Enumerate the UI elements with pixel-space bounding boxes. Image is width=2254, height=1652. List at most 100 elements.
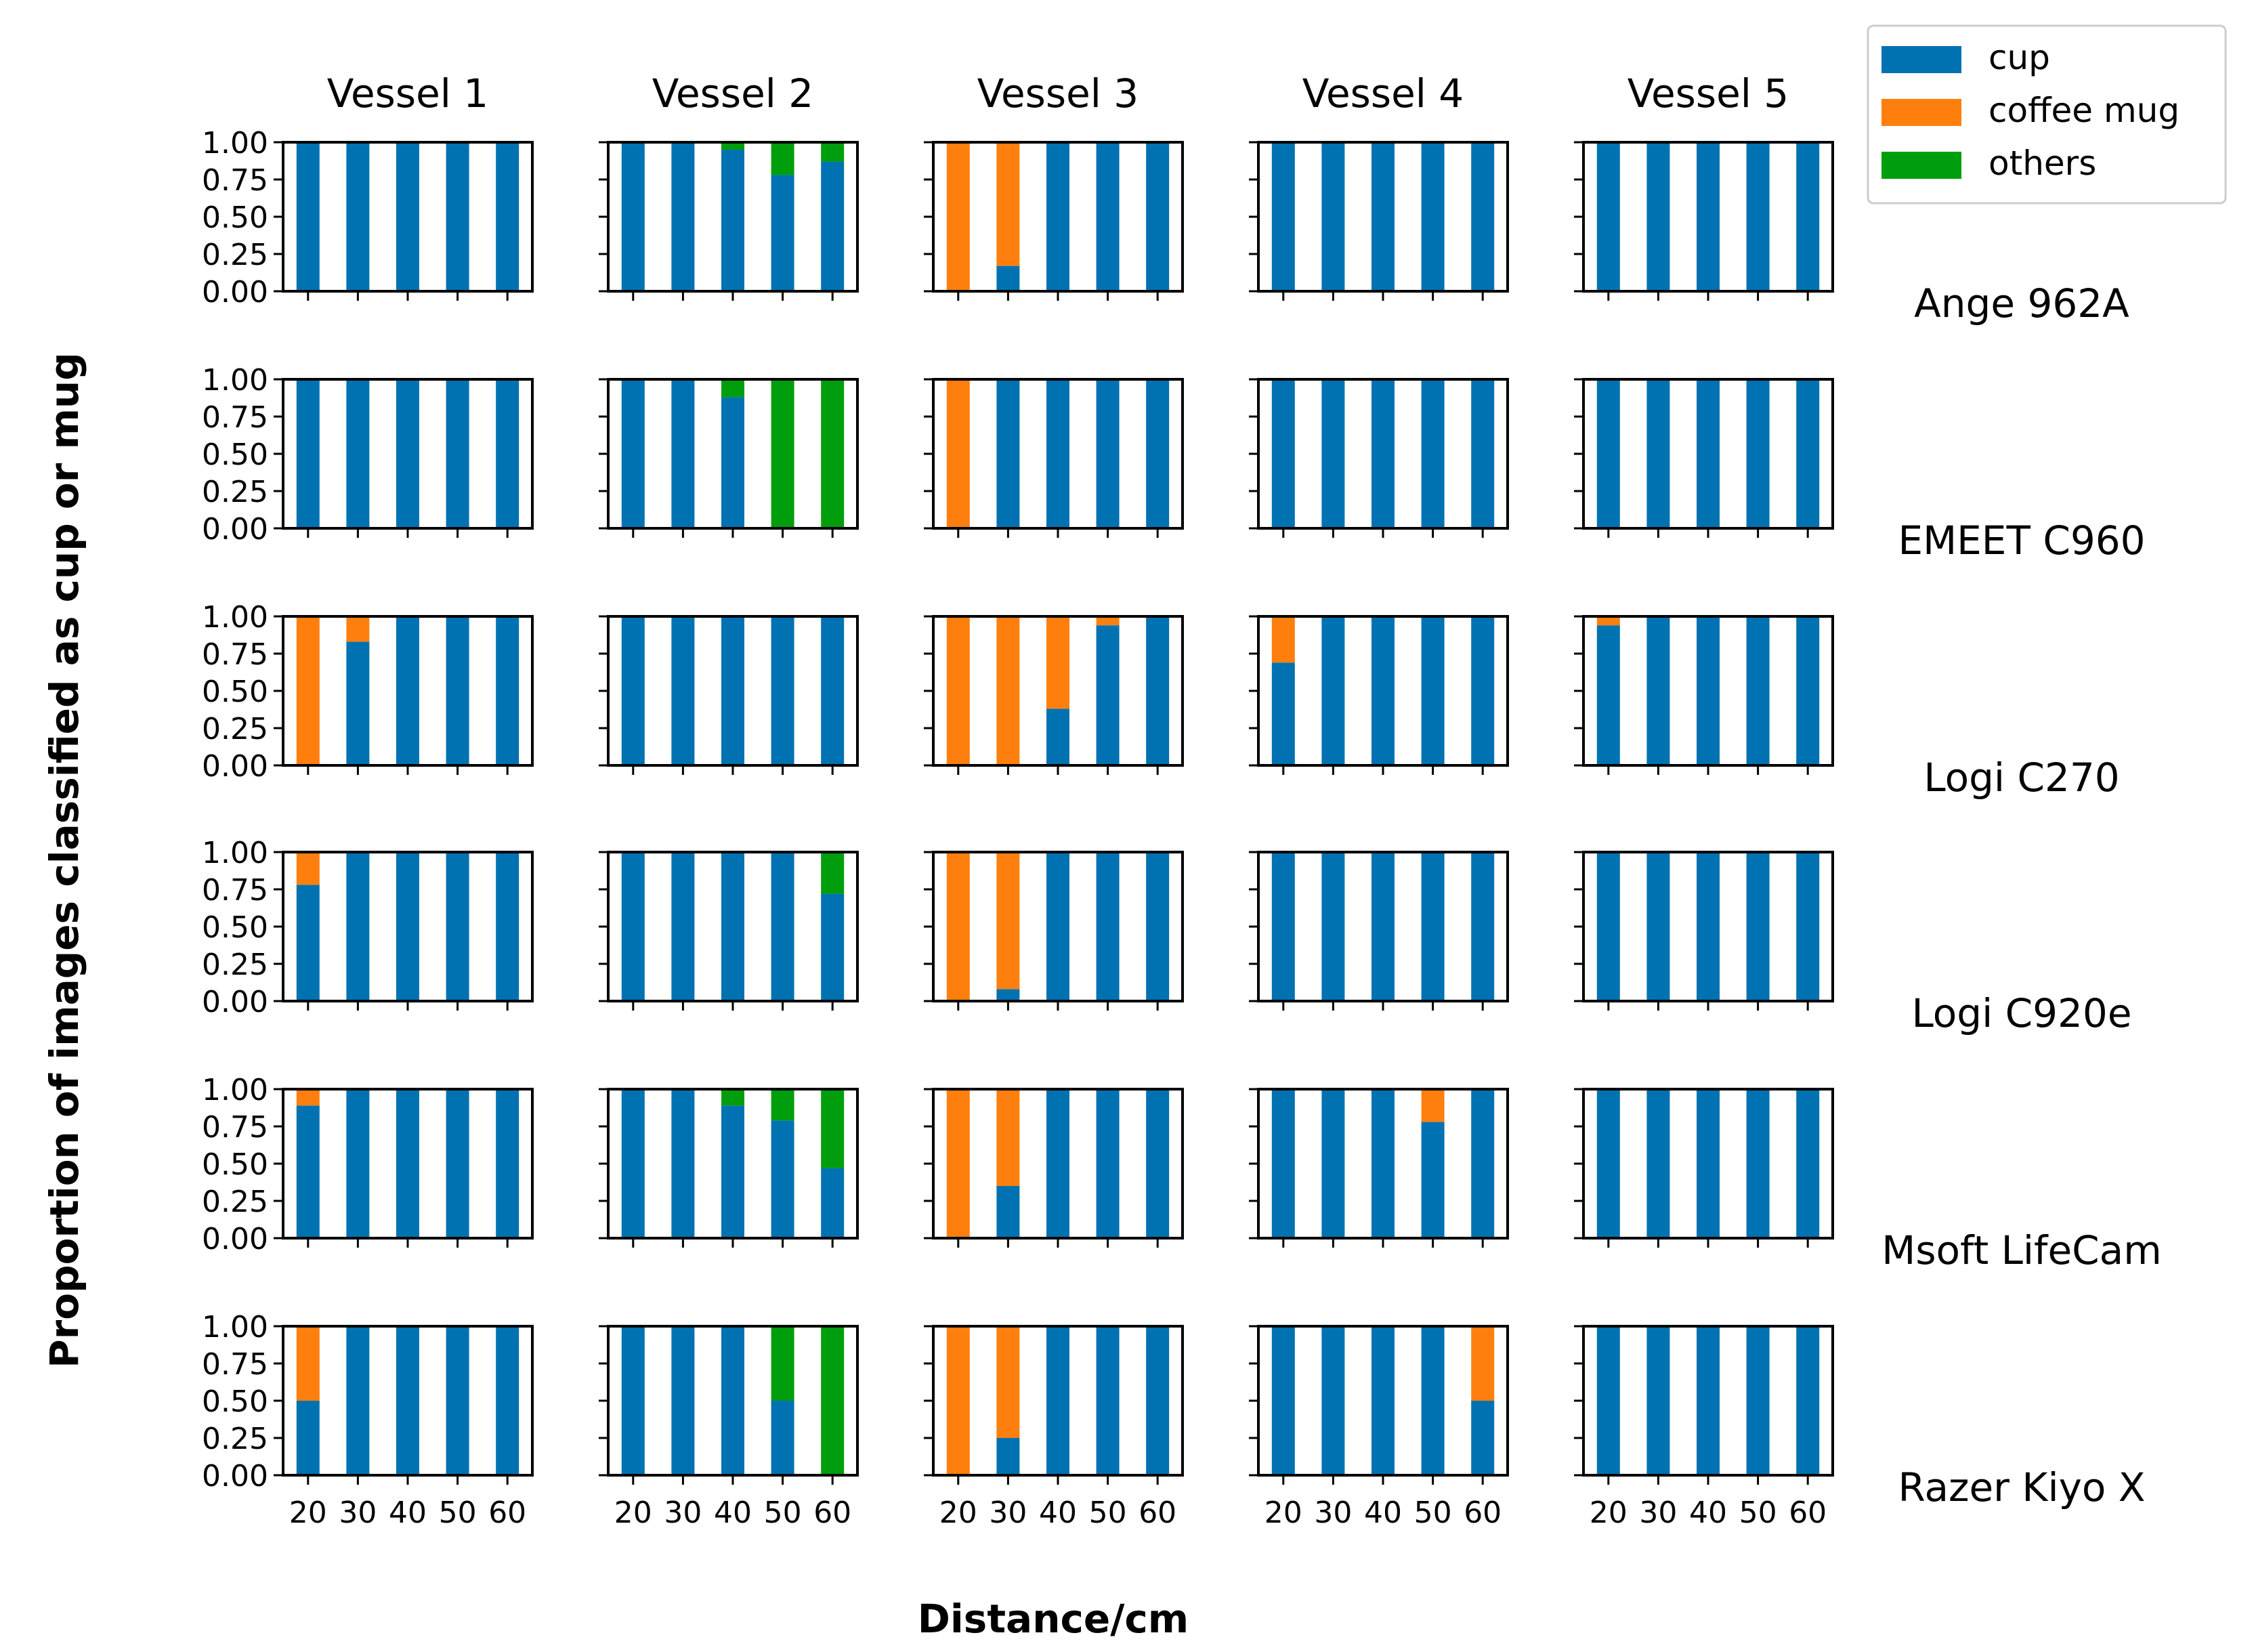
legend-swatch: [1881, 152, 1961, 179]
bar-cup: [396, 1089, 419, 1238]
y-tick-label: 0.50: [202, 1147, 268, 1182]
bar-coffee-mug: [996, 142, 1020, 266]
panel: [599, 615, 859, 775]
x-tick-label: 30: [1314, 1496, 1352, 1530]
bar-cup: [1697, 1089, 1720, 1238]
panel: [599, 378, 859, 538]
bar-cup: [496, 616, 519, 765]
y-tick-label: 0.00: [202, 275, 268, 310]
column-titles: Vessel 1 Vessel 2 Vessel 3 Vessel 4 Vessel 5: [327, 70, 1789, 117]
panel: [1249, 378, 1509, 538]
bar-cup: [771, 616, 794, 765]
bar-cup: [821, 893, 845, 1001]
panel: [924, 851, 1184, 1011]
panel: 20 30 40 50 60: [599, 1325, 859, 1530]
bar-coffee-mug: [946, 616, 970, 765]
bar-cup: [1046, 708, 1069, 765]
bar-coffee-mug: [1096, 616, 1120, 626]
bar-coffee-mug: [296, 616, 320, 765]
bar-cup: [1271, 1326, 1295, 1475]
bar-coffee-mug: [296, 852, 320, 885]
bar-cup: [1421, 142, 1445, 291]
legend-label: coffee mug: [1989, 91, 2179, 130]
bar-cup: [1146, 616, 1170, 765]
row-label: Msoft LifeCam: [1881, 1227, 2161, 1273]
bar-cup: [996, 266, 1020, 291]
bar-coffee-mug: [296, 1089, 320, 1106]
bar-cup: [1271, 1089, 1295, 1238]
bar-cup: [1596, 1089, 1620, 1238]
bar-cup: [1046, 379, 1069, 528]
panel: [599, 851, 859, 1011]
panel: 0.000.250.500.751.00: [202, 600, 534, 784]
y-tick-label: 0.25: [202, 1422, 268, 1456]
bar-cup: [346, 142, 370, 291]
bar-cup: [1421, 616, 1445, 765]
x-tick-label: 30: [1639, 1496, 1677, 1530]
bar-cup: [1046, 1326, 1069, 1475]
panel: [924, 378, 1184, 538]
bar-cup: [1471, 616, 1495, 765]
bar-cup: [1646, 142, 1670, 291]
bar-cup: [1421, 852, 1445, 1001]
row-label: Logi C270: [1923, 755, 2119, 801]
panel: 20 30 40 50 60: [1249, 1325, 1509, 1530]
bar-cup: [771, 175, 794, 291]
x-tick-label: 60: [813, 1496, 851, 1530]
bar-cup: [1321, 142, 1345, 291]
bar-cup: [396, 852, 419, 1001]
y-tick-label: 0.25: [202, 712, 268, 746]
bar-cup: [1746, 852, 1770, 1001]
bar-cup: [1596, 379, 1620, 528]
column-title-3: Vessel 3: [977, 70, 1139, 117]
bar-others: [821, 1089, 845, 1168]
y-tick-label: 1.00: [202, 836, 268, 870]
bar-cup: [1271, 852, 1295, 1001]
x-tick-label: 60: [488, 1496, 526, 1530]
bar-cup: [821, 1168, 845, 1238]
bar-cup: [1746, 1089, 1770, 1238]
bar-coffee-mug: [1471, 1326, 1495, 1401]
bar-cup: [996, 989, 1020, 1001]
bar-cup: [346, 1326, 370, 1475]
x-tick-label: 40: [1364, 1496, 1402, 1530]
bar-coffee-mug: [346, 616, 370, 642]
bar-cup: [1321, 1089, 1345, 1238]
bar-others: [771, 379, 794, 528]
x-tick-label: 40: [1689, 1496, 1727, 1530]
bar-coffee-mug: [1596, 616, 1620, 626]
x-tick-label: 20: [939, 1496, 977, 1530]
panel: [1574, 1088, 1834, 1248]
panel: [1249, 1088, 1509, 1248]
bar-cup: [1746, 379, 1770, 528]
bar-cup: [396, 1326, 419, 1475]
x-tick-label: 20: [1264, 1496, 1302, 1530]
bar-cup: [1471, 142, 1495, 291]
y-tick-label: 0.75: [202, 1110, 268, 1145]
column-title-2: Vessel 2: [652, 70, 813, 117]
y-tick-label: 0.00: [202, 985, 268, 1019]
bar-cup: [1371, 616, 1395, 765]
bar-cup: [721, 1105, 744, 1238]
y-tick-label: 0.75: [202, 637, 268, 672]
bar-cup: [721, 397, 744, 528]
bar-cup: [446, 142, 469, 291]
bar-coffee-mug: [996, 852, 1020, 990]
row-label: Ange 962A: [1914, 280, 2129, 326]
bar-cup: [671, 616, 695, 765]
x-tick-label: 20: [289, 1496, 327, 1530]
bar-cup: [1096, 379, 1120, 528]
bar-cup: [446, 1089, 469, 1238]
bar-cup: [1146, 852, 1170, 1001]
bar-cup: [396, 142, 419, 291]
bar-cup: [1271, 142, 1295, 291]
bar-cup: [721, 852, 744, 1001]
bar-cup: [296, 1105, 320, 1238]
bar-cup: [996, 1438, 1020, 1475]
bar-others: [821, 142, 845, 162]
x-tick-label: 30: [989, 1496, 1027, 1530]
bar-cup: [446, 616, 469, 765]
bar-cup: [1646, 1089, 1670, 1238]
bar-cup: [1271, 379, 1295, 528]
bar-cup: [621, 1326, 645, 1475]
